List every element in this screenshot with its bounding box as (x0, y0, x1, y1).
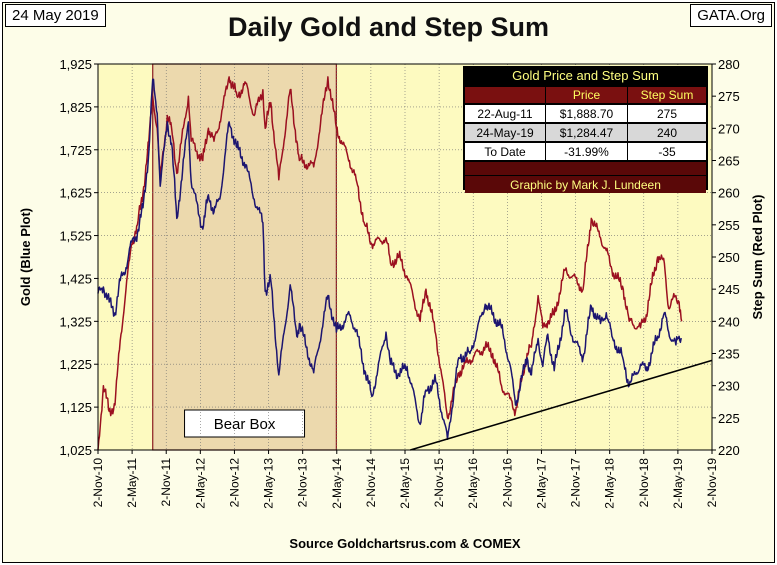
x-tick-label: 2-Nov-16 (500, 458, 514, 508)
y-right-tick-label: 280 (718, 57, 740, 72)
y-left-tick-label: 1,525 (59, 229, 92, 244)
x-tick-label: 2-Nov-14 (364, 458, 378, 508)
y-left-tick-label: 1,225 (59, 357, 92, 372)
x-tick-label: 2-Nov-17 (569, 458, 583, 508)
x-tick-label: 2-May-19 (671, 458, 685, 509)
y-right-axis-label: Step Sum (Red Plot) (750, 195, 765, 320)
legend-table-spacer (465, 162, 706, 175)
x-tick-label: 2-Nov-10 (91, 458, 105, 508)
x-tick-label: 2-May-13 (262, 458, 276, 509)
x-tick-label: 2-Nov-11 (159, 458, 173, 507)
x-tick-label: 2-Nov-18 (637, 458, 651, 508)
legend-table-header-cell (628, 87, 706, 103)
legend-table-cell (465, 105, 545, 122)
bear-box-region: Bear Box (152, 63, 337, 451)
bear-box-label: Bear Box (214, 416, 276, 433)
y-left-tick-label: 1,925 (59, 57, 92, 72)
y-right-tick-label: 265 (718, 154, 740, 169)
legend-table-cell-text: 24-May-19 (476, 126, 534, 140)
y-right-tick-label: 260 (718, 186, 740, 201)
bear-box (152, 63, 337, 451)
y-left-tick-label: 1,725 (59, 143, 92, 158)
x-tick-label: 2-May-17 (534, 458, 548, 509)
legend-table-cell (465, 143, 545, 160)
trend-line (410, 359, 713, 451)
chart-title: Daily Gold and Step Sum (227, 12, 550, 42)
grid-lines (97, 63, 713, 451)
date-label: 24 May 2019 (5, 4, 106, 27)
y-right-tick-label: 225 (718, 411, 740, 426)
y-right-tick-label: 255 (718, 218, 740, 233)
legend-table-header-cell (465, 87, 545, 103)
site-label: GATA.Org (690, 4, 772, 27)
legend-table-title: Gold Price and Step Sum (512, 68, 659, 83)
x-tick-label: 2-Nov-15 (432, 458, 446, 508)
legend-table-header: Step Sum (641, 88, 694, 102)
legend-table-cell-text: $1,888.70 (560, 107, 614, 121)
legend-table-credit: Graphic by Mark J. Lundeen (510, 178, 661, 192)
legend-table-cell-text: 275 (657, 107, 677, 121)
legend-table-credit-bg (465, 176, 706, 193)
y-right-tick-label: 270 (718, 121, 740, 136)
x-axis-label: Source Goldchartsrus.com & COMEX (289, 536, 520, 551)
legend-table-cell-text: -35 (658, 145, 676, 159)
x-tick-label: 2-Nov-19 (705, 458, 719, 508)
x-tick-label: 2-May-16 (466, 458, 480, 509)
y-left-tick-label: 1,625 (59, 186, 92, 201)
gold-line (97, 78, 682, 441)
x-tick-label: 2-May-14 (330, 458, 344, 509)
x-tick-label: 2-Nov-13 (296, 458, 310, 508)
y-left-tick-label: 1,425 (59, 271, 92, 286)
legend-table-cell (465, 124, 545, 141)
legend-table-cell (546, 124, 627, 141)
series-lines (97, 76, 713, 451)
x-tick-label: 2-May-12 (193, 458, 207, 509)
y-right-tick-label: 230 (718, 379, 740, 394)
y-left-axis-label: Gold (Blue Plot) (18, 208, 33, 306)
legend-table-cell-text: $1,284.47 (560, 126, 614, 140)
y-right-tick-label: 250 (718, 250, 740, 265)
legend-table-cell-text: 240 (657, 126, 677, 140)
step-sum-line (97, 76, 683, 451)
legend-table-cell (628, 105, 706, 122)
y-right-tick-label: 235 (718, 347, 740, 362)
y-right-tick-label: 245 (718, 282, 740, 297)
y-right-tick-label: 240 (718, 314, 740, 329)
y-left-tick-label: 1,325 (59, 314, 92, 329)
y-left-tick-label: 1,125 (59, 400, 92, 415)
bear-box-label-box (184, 409, 306, 438)
legend-table-header: Price (573, 88, 601, 102)
x-tick-label: 2-May-18 (603, 458, 617, 509)
legend-table: Gold Price and Step Sum Price Step Sum 22-A… (463, 66, 708, 193)
y-right-tick-label: 220 (718, 443, 740, 458)
legend-table-cell (628, 143, 706, 160)
legend-table-header-cell (546, 87, 627, 103)
legend-table-cell-text: 22-Aug-11 (477, 107, 532, 121)
x-tick-label: 2-Nov-12 (227, 458, 241, 508)
legend-table-cell-text: To Date (484, 145, 526, 159)
legend-table-cell-text: -31.99% (564, 145, 609, 159)
x-tick-label: 2-May-15 (398, 458, 412, 509)
y-left-tick-label: 1,025 (59, 443, 92, 458)
legend-table-cell (546, 105, 627, 122)
x-tick-label: 2-May-11 (125, 458, 139, 508)
axes: 1,025 1,125 1,225 1,325 1,425 1,525 1,625 1,725… (18, 57, 765, 551)
legend-table-cell (546, 143, 627, 160)
y-right-tick-label: 275 (718, 89, 740, 104)
legend-table-cell (628, 124, 706, 141)
y-left-tick-label: 1,825 (59, 100, 92, 115)
